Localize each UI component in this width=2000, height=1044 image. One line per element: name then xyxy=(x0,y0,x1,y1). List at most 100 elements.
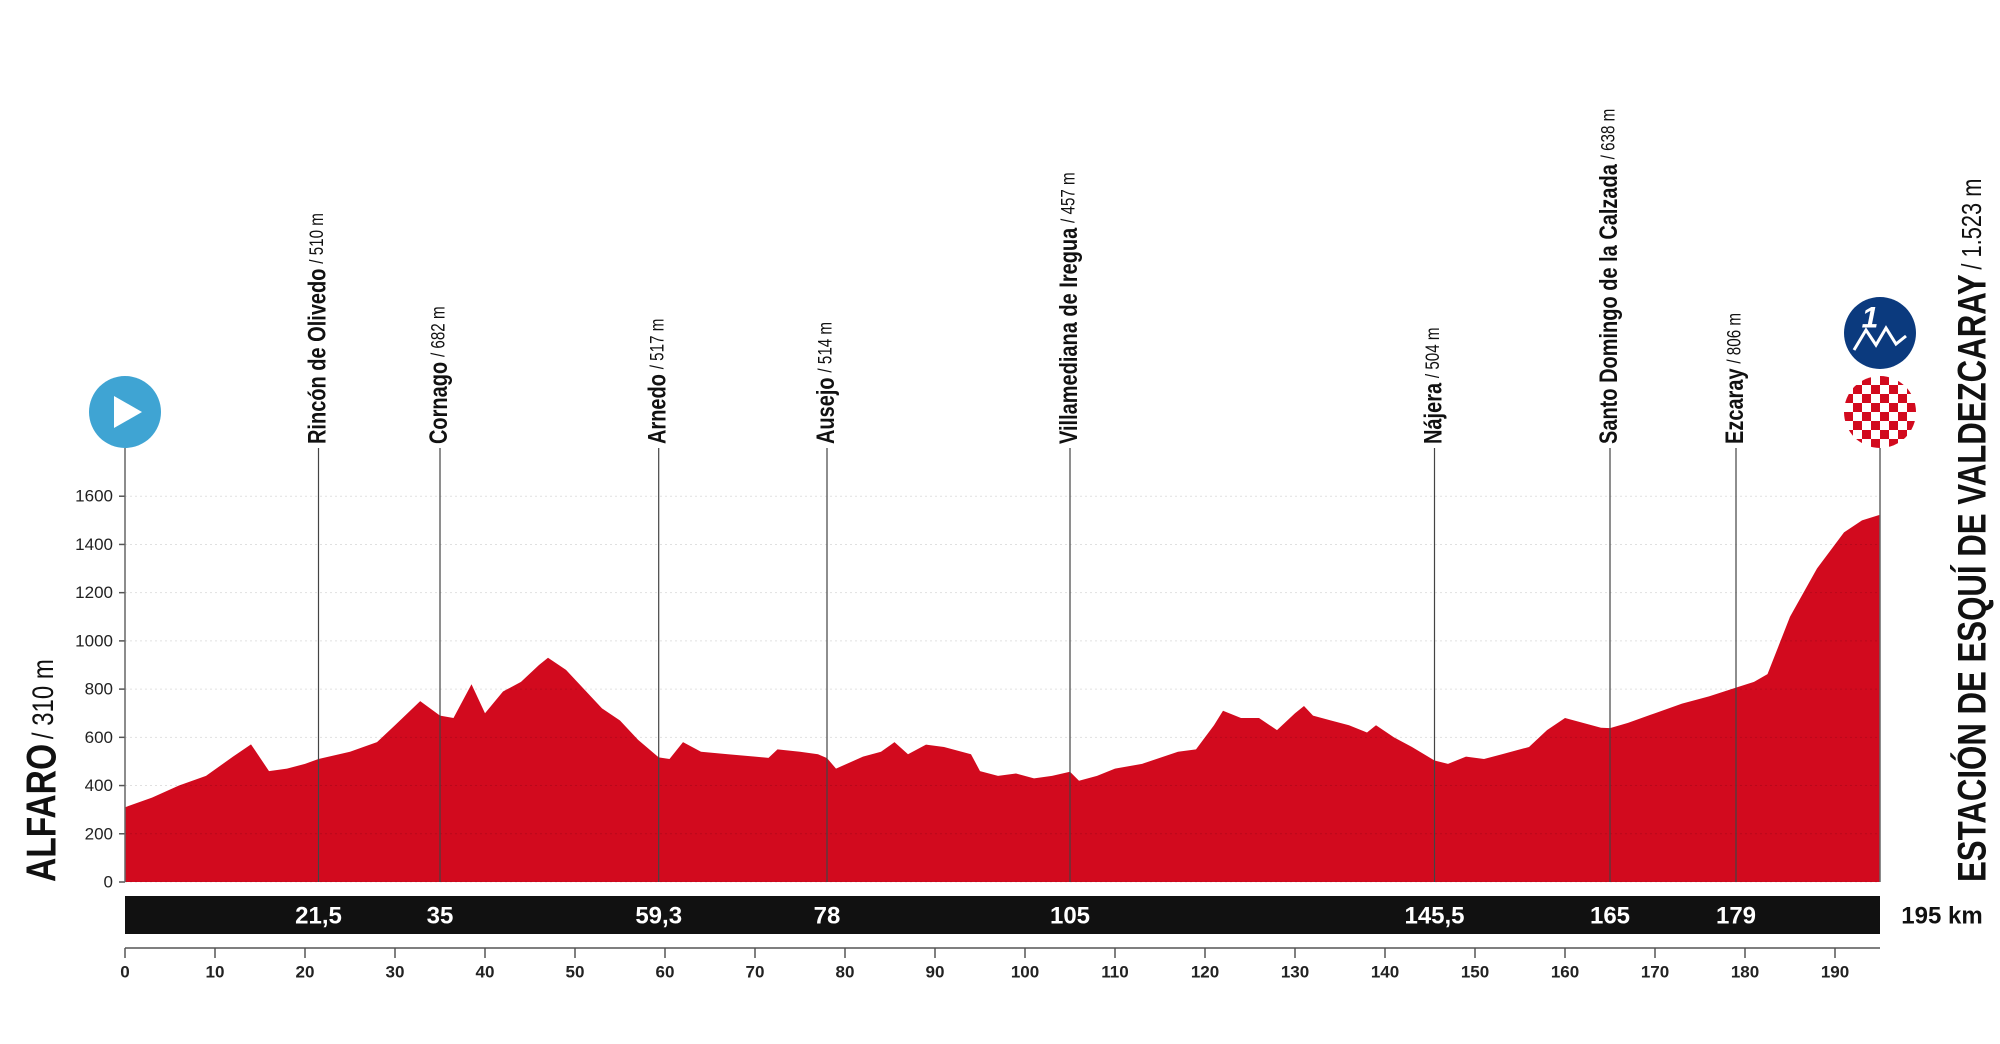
marker-km: 35 xyxy=(427,903,454,930)
marker-label: Villamediana de Iregua / 457 m xyxy=(1054,172,1082,444)
marker-label-name: Santo Domingo de la Calzada xyxy=(1594,164,1622,444)
marker-km: 105 xyxy=(1050,903,1090,930)
marker-label-altitude: / 514 m xyxy=(814,322,836,373)
y-tick-label: 400 xyxy=(85,776,113,795)
x-tick-label: 90 xyxy=(926,963,945,982)
marker-label-altitude: / 510 m xyxy=(305,213,327,264)
marker-label-altitude: / 517 m xyxy=(646,319,668,370)
finish-flag-square xyxy=(1880,394,1889,403)
marker-km: 145,5 xyxy=(1404,903,1464,930)
x-tick-label: 190 xyxy=(1821,963,1849,982)
x-tick-label: 170 xyxy=(1641,963,1669,982)
marker-label-altitude: / 806 m xyxy=(1723,313,1745,364)
marker-label-altitude: / 638 m xyxy=(1597,109,1619,160)
marker-km: 21,5 xyxy=(295,903,342,930)
start-arrow xyxy=(114,396,142,428)
finish-flag-square xyxy=(1871,385,1880,394)
y-tick-label: 600 xyxy=(85,728,113,747)
marker-label-name: Ezcaray xyxy=(1720,368,1748,444)
marker-km: 179 xyxy=(1716,903,1756,930)
finish-flag-square xyxy=(1871,403,1880,412)
finish-flag-square xyxy=(1853,421,1862,430)
marker-label-name: Nájera xyxy=(1419,383,1447,444)
finish-label: ESTACIÓN DE ESQUÍ DE VALDEZCARAY / 1.523 … xyxy=(1950,179,1995,882)
x-tick-label: 80 xyxy=(836,963,855,982)
x-tick-label: 10 xyxy=(206,963,225,982)
marker-label-name: Cornago xyxy=(424,362,452,444)
marker-label: Ausejo / 514 m xyxy=(811,322,839,444)
x-tick-label: 160 xyxy=(1551,963,1579,982)
finish-flag xyxy=(1844,376,1916,448)
marker-km: 59,3 xyxy=(635,903,682,930)
total-distance: 195 km xyxy=(1901,903,1982,930)
x-tick-label: 70 xyxy=(746,963,765,982)
y-tick-label: 0 xyxy=(104,873,113,892)
finish-flag-square xyxy=(1844,394,1853,403)
marker-label-altitude: / 504 m xyxy=(1421,327,1443,378)
y-tick-label: 1400 xyxy=(75,535,113,554)
y-tick-label: 1600 xyxy=(75,487,113,506)
marker-label-altitude: / 682 m xyxy=(427,306,449,357)
finish-flag-square xyxy=(1889,421,1898,430)
x-tick-label: 180 xyxy=(1731,963,1759,982)
finish-flag-square xyxy=(1880,412,1889,421)
finish-label-name: ESTACIÓN DE ESQUÍ DE VALDEZCARAY xyxy=(1950,274,1995,882)
finish-flag-square xyxy=(1880,376,1889,385)
x-tick-label: 20 xyxy=(296,963,315,982)
start-label-name: ALFARO xyxy=(19,744,65,882)
marker-label-name: Ausejo xyxy=(811,377,839,444)
marker-label: Ezcaray / 806 m xyxy=(1720,313,1748,444)
start-label: ALFARO / 310 m xyxy=(19,659,65,882)
finish-flag-square xyxy=(1862,412,1871,421)
finish-flag-square xyxy=(1853,403,1862,412)
marker-label-name: Arnedo xyxy=(643,374,671,444)
finish-flag-square xyxy=(1889,403,1898,412)
finish-flag-square xyxy=(1889,385,1898,394)
x-tick-label: 50 xyxy=(566,963,585,982)
x-tick-label: 0 xyxy=(120,963,129,982)
x-tick-label: 60 xyxy=(656,963,675,982)
marker-km: 78 xyxy=(814,903,841,930)
marker-label: Santo Domingo de la Calzada / 638 m xyxy=(1594,109,1622,444)
x-tick-label: 120 xyxy=(1191,963,1219,982)
x-tick-label: 110 xyxy=(1101,963,1128,982)
finish-flag-square xyxy=(1898,394,1907,403)
marker-label-name: Rincón de Olivedo xyxy=(303,269,331,444)
finish-flag-square xyxy=(1880,430,1889,439)
finish-flag-square xyxy=(1889,439,1898,448)
finish-flag-square xyxy=(1871,421,1880,430)
y-tick-label: 1000 xyxy=(75,631,113,650)
finish-flag-square xyxy=(1862,376,1871,385)
marker-km: 165 xyxy=(1590,903,1630,930)
climb-icon xyxy=(1844,297,1916,369)
x-tick-label: 130 xyxy=(1281,963,1309,982)
marker-label: Rincón de Olivedo / 510 m xyxy=(303,213,331,444)
marker-label-altitude: / 457 m xyxy=(1057,172,1079,223)
climb-mountain xyxy=(1852,325,1907,351)
finish-flag-square xyxy=(1907,403,1916,412)
finish-label-altitude: / 1.523 m xyxy=(1956,179,1987,270)
marker-label: Nájera / 504 m xyxy=(1419,327,1447,444)
distance-bar xyxy=(125,896,1880,934)
start-label-altitude: / 310 m xyxy=(25,659,59,739)
x-tick-label: 140 xyxy=(1371,963,1399,982)
finish-flag-square xyxy=(1898,412,1907,421)
marker-label: Arnedo / 517 m xyxy=(643,319,671,444)
x-tick-label: 100 xyxy=(1011,963,1039,982)
x-tick-label: 30 xyxy=(386,963,405,982)
finish-flag-square xyxy=(1871,439,1880,448)
finish-flag-square xyxy=(1853,385,1862,394)
finish-flag-square xyxy=(1862,394,1871,403)
y-tick-label: 800 xyxy=(85,680,113,699)
marker-label: Cornago / 682 m xyxy=(424,306,452,444)
finish-flag-square xyxy=(1844,412,1853,421)
y-tick-label: 1200 xyxy=(75,583,113,602)
x-tick-label: 40 xyxy=(476,963,495,982)
climb-category: 1 xyxy=(1862,302,1879,335)
finish-flag-square xyxy=(1862,430,1871,439)
y-tick-label: 200 xyxy=(85,824,113,843)
x-tick-label: 150 xyxy=(1461,963,1489,982)
